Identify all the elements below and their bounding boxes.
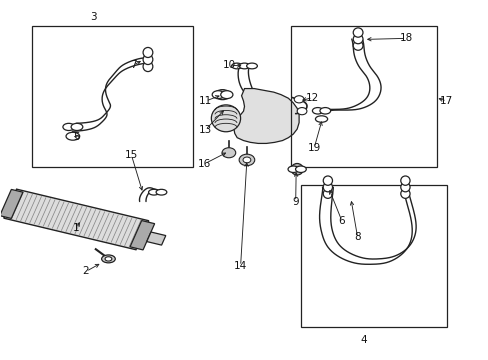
Circle shape: [243, 157, 250, 163]
Ellipse shape: [352, 35, 362, 44]
Text: 4: 4: [360, 334, 366, 345]
Ellipse shape: [239, 63, 249, 69]
Ellipse shape: [63, 123, 75, 131]
Text: 15: 15: [124, 150, 138, 160]
Ellipse shape: [295, 166, 305, 172]
Ellipse shape: [287, 166, 298, 172]
Ellipse shape: [400, 189, 409, 198]
Text: 18: 18: [399, 33, 412, 43]
Text: 19: 19: [307, 143, 320, 153]
Bar: [32, 26, 193, 167]
Text: 11: 11: [199, 96, 212, 106]
Ellipse shape: [246, 63, 257, 69]
Text: 14: 14: [233, 261, 247, 271]
Text: 16: 16: [198, 159, 211, 169]
Bar: [300, 185, 446, 327]
Text: 5: 5: [73, 132, 80, 142]
Ellipse shape: [156, 189, 166, 195]
Text: 10: 10: [223, 60, 236, 70]
Ellipse shape: [214, 90, 230, 100]
Polygon shape: [233, 89, 299, 143]
Ellipse shape: [312, 108, 323, 114]
Ellipse shape: [143, 54, 153, 64]
Ellipse shape: [323, 189, 332, 198]
Text: 13: 13: [199, 125, 212, 135]
Ellipse shape: [71, 123, 82, 131]
Text: 9: 9: [292, 197, 298, 207]
Ellipse shape: [400, 176, 409, 185]
Ellipse shape: [352, 28, 362, 37]
Circle shape: [297, 108, 306, 115]
Bar: [290, 26, 436, 167]
Ellipse shape: [143, 62, 153, 72]
Text: 2: 2: [82, 266, 89, 276]
Ellipse shape: [220, 91, 232, 99]
Ellipse shape: [323, 176, 332, 185]
Ellipse shape: [290, 163, 303, 175]
Text: 17: 17: [439, 96, 452, 106]
Ellipse shape: [400, 183, 409, 192]
Text: 6: 6: [338, 216, 345, 226]
Bar: [4, 189, 148, 250]
Text: 1: 1: [73, 224, 80, 233]
Bar: [0, 189, 23, 219]
Ellipse shape: [105, 257, 112, 261]
Circle shape: [294, 96, 304, 103]
Text: 3: 3: [90, 12, 97, 22]
Ellipse shape: [319, 108, 330, 114]
Ellipse shape: [66, 132, 80, 140]
Bar: [130, 221, 154, 250]
Ellipse shape: [148, 189, 159, 195]
Text: 8: 8: [354, 232, 360, 242]
Ellipse shape: [102, 255, 115, 263]
Ellipse shape: [211, 105, 240, 132]
Circle shape: [222, 148, 235, 158]
Text: 7: 7: [130, 60, 136, 70]
Ellipse shape: [143, 48, 153, 58]
Ellipse shape: [352, 41, 362, 50]
Text: 12: 12: [305, 93, 319, 103]
Ellipse shape: [212, 91, 224, 99]
Ellipse shape: [231, 63, 242, 69]
Bar: [146, 232, 165, 245]
Ellipse shape: [315, 116, 327, 122]
Circle shape: [239, 154, 254, 166]
Ellipse shape: [323, 183, 332, 192]
